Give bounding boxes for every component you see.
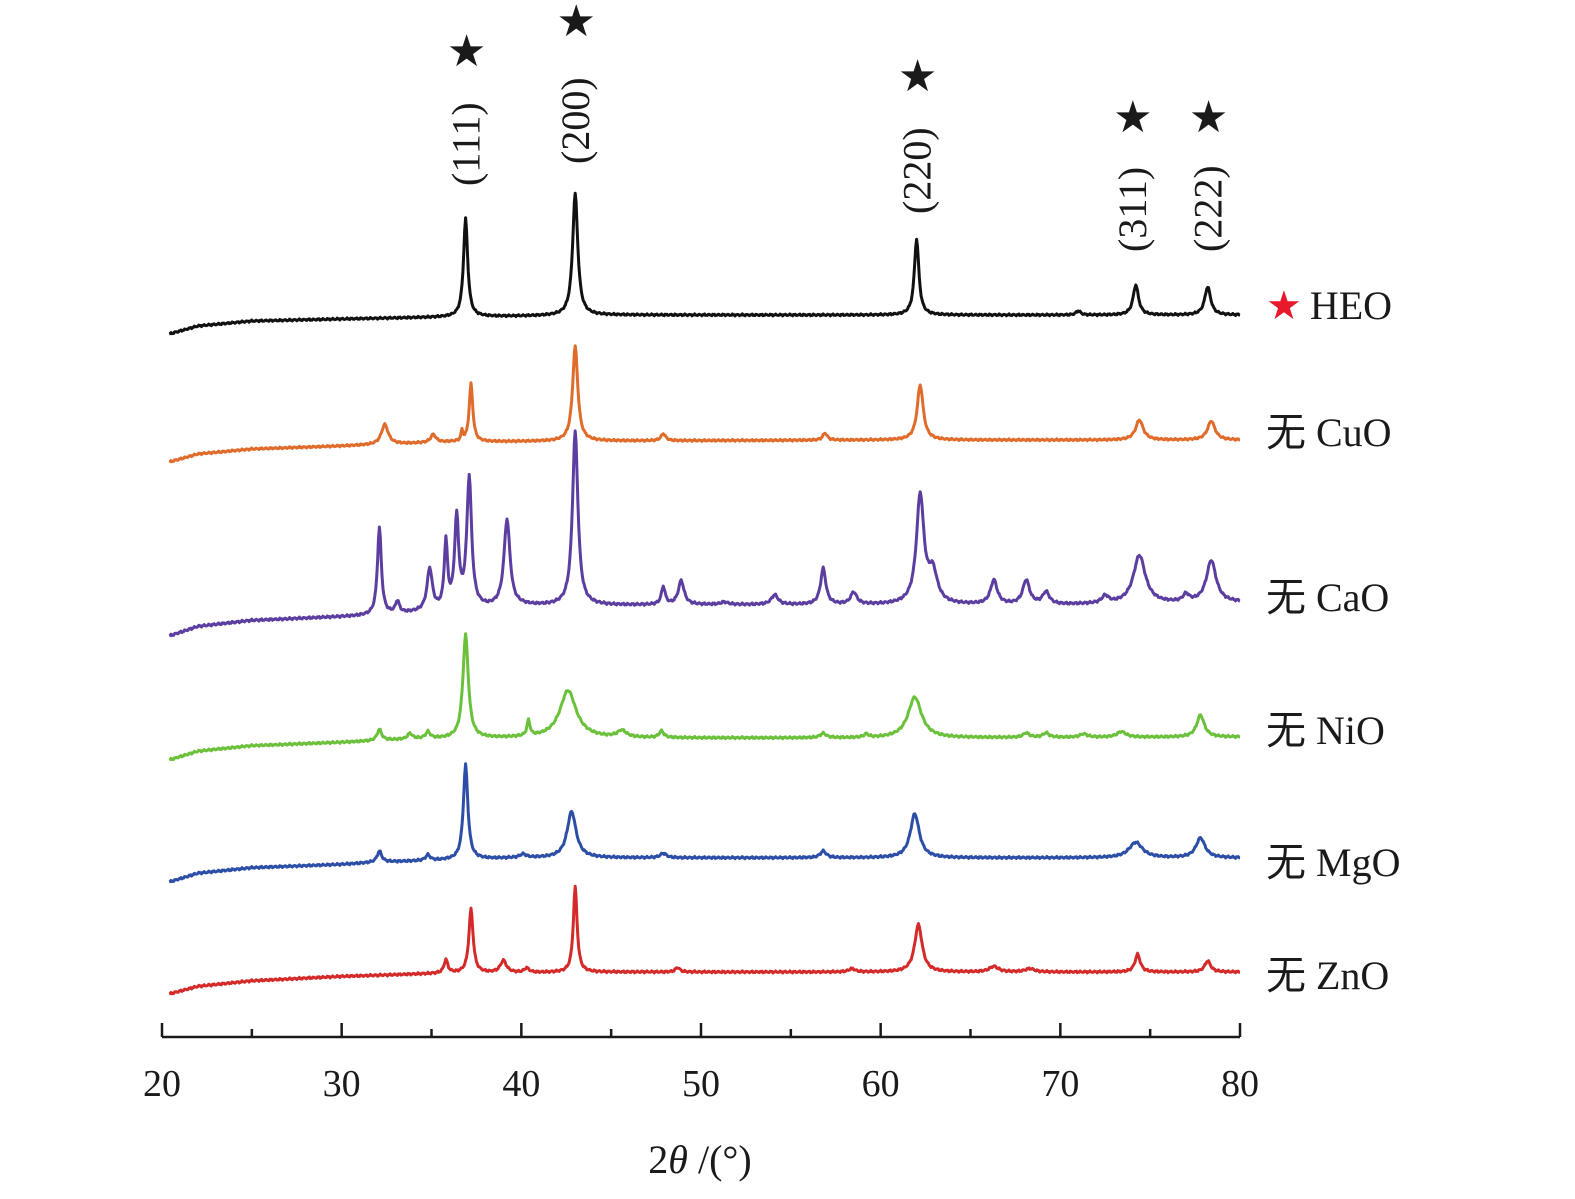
peak-star-icon-111: ★ — [447, 27, 486, 76]
peak-label-311: (311) — [1110, 167, 1155, 252]
series-label-mgo: 无 MgO — [1266, 840, 1400, 885]
x-tick-label: 70 — [1041, 1063, 1079, 1105]
x-tick-label: 40 — [502, 1063, 540, 1105]
peak-star-icon-222: ★ — [1189, 93, 1228, 142]
peak-star-icon-200: ★ — [557, 0, 596, 46]
series-label-cuo: 无 CuO — [1266, 410, 1392, 455]
peak-star-icon-311: ★ — [1113, 93, 1152, 142]
x-axis: 20 30 40 50 60 70 80 — [143, 1023, 1259, 1105]
x-tick-label: 30 — [323, 1063, 361, 1105]
trace-mgo — [168, 762, 1241, 884]
x-tick-label: 60 — [862, 1063, 900, 1105]
series-labels: ★ HEO 无 CuO 无 CaO 无 NiO 无 MgO 无 ZnO — [1266, 283, 1400, 998]
series-label-nio: 无 NiO — [1266, 708, 1385, 753]
peak-star-icon-220: ★ — [898, 52, 937, 101]
series-label-zno: 无 ZnO — [1266, 953, 1389, 998]
series-label-heo: ★ HEO — [1266, 283, 1392, 328]
x-tick-label: 80 — [1221, 1063, 1259, 1105]
x-tick-label: 20 — [143, 1063, 181, 1105]
peak-labels: ★ (111) ★ (200) ★ (220) ★ (311) ★ (222) — [444, 0, 1231, 252]
peak-label-111: (111) — [444, 102, 489, 186]
peak-label-200: (200) — [553, 77, 598, 164]
trace-cao — [168, 429, 1241, 638]
marker-star-icon: ★ — [1266, 283, 1302, 328]
peak-label-222: (222) — [1186, 165, 1231, 252]
series-label-cao: 无 CaO — [1266, 575, 1389, 620]
trace-nio — [168, 632, 1241, 762]
trace-zno — [168, 884, 1241, 996]
peak-label-220: (220) — [895, 127, 940, 214]
trace-heo — [168, 191, 1241, 336]
trace-cuo — [168, 344, 1241, 464]
x-tick-label: 50 — [682, 1063, 720, 1105]
xrd-traces — [168, 191, 1241, 996]
x-axis-label: 2θ /(°) — [648, 1137, 751, 1182]
